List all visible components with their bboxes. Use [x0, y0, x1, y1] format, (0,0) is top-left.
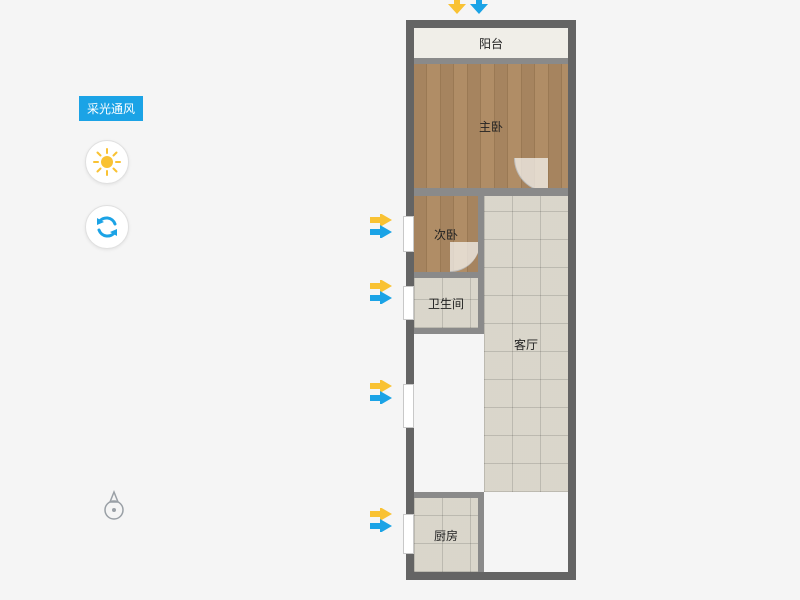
outer-wall-left-4 — [406, 428, 414, 514]
compass-icon — [98, 490, 130, 522]
window-living-room — [403, 384, 414, 428]
outer-wall-left-3 — [406, 320, 414, 384]
arrow-pair-4 — [370, 508, 404, 530]
arrow-pair-3 — [370, 380, 404, 402]
floorplan: 阳台 主卧 次卧 卫生间 客厅 厨房 — [406, 20, 576, 580]
outer-wall-left-2 — [406, 252, 414, 286]
room-label-living-room: 客厅 — [512, 335, 540, 354]
inner-wall — [478, 492, 484, 572]
inner-wall — [414, 272, 478, 278]
inner-wall — [414, 492, 484, 498]
room-label-kitchen: 厨房 — [432, 526, 460, 545]
window-kitchen — [403, 514, 414, 554]
arrow-pair-1 — [370, 214, 404, 236]
inner-wall — [414, 58, 568, 64]
sunlight-button[interactable] — [85, 140, 129, 184]
sun-icon — [93, 148, 121, 176]
room-kitchen: 厨房 — [414, 498, 478, 572]
room-label-second-bedroom: 次卧 — [432, 225, 460, 244]
outer-wall-right — [568, 20, 576, 580]
window-second-bedroom — [403, 216, 414, 252]
room-bathroom: 卫生间 — [414, 278, 478, 328]
outer-wall-left-1 — [406, 20, 414, 216]
outer-wall-left-5 — [406, 554, 414, 580]
ventilation-button[interactable] — [85, 205, 129, 249]
outer-wall-bottom — [406, 572, 576, 580]
window-bathroom — [403, 286, 414, 320]
arrow-pair-2 — [370, 280, 404, 302]
inner-wall — [478, 196, 484, 328]
refresh-icon — [94, 214, 120, 240]
inner-wall — [414, 188, 568, 196]
room-living-room: 客厅 — [484, 196, 568, 492]
inner-wall — [414, 328, 484, 334]
room-label-balcony: 阳台 — [477, 34, 505, 53]
room-label-bathroom: 卫生间 — [426, 294, 466, 313]
room-balcony: 阳台 — [414, 28, 568, 58]
room-label-master-bedroom: 主卧 — [477, 117, 505, 136]
outer-wall-top — [406, 20, 576, 28]
lighting-ventilation-label: 采光通风 — [79, 96, 143, 121]
